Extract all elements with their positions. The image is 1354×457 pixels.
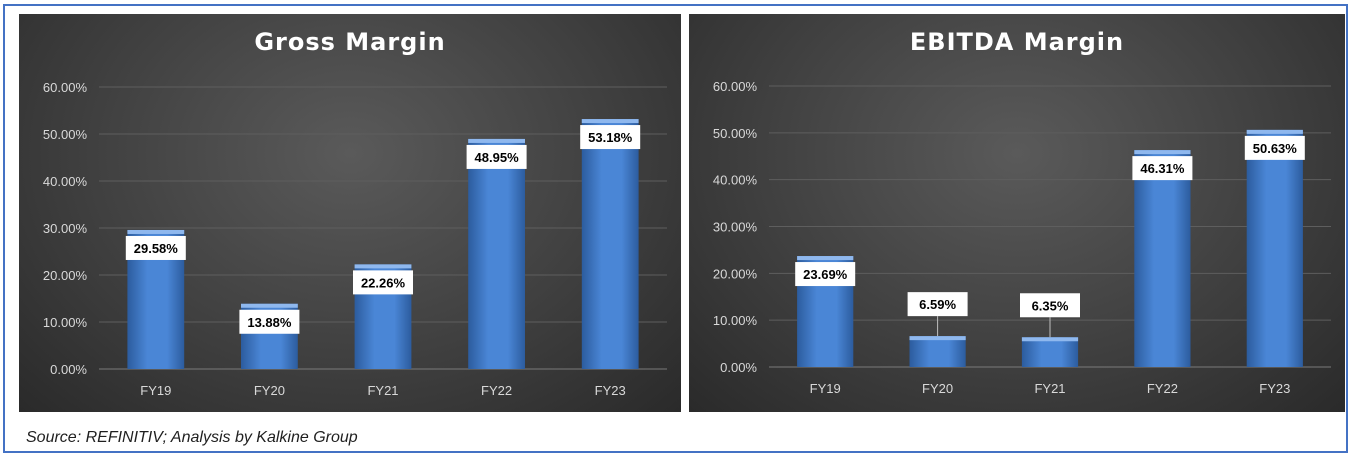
bar-top [127,229,185,234]
x-tick-label: FY19 [810,381,841,396]
bar-fy23 [1246,129,1303,367]
data-label: 23.69% [803,267,848,282]
bar-top [909,336,966,341]
x-tick-label: FY22 [1147,381,1178,396]
data-label: 22.26% [361,275,406,290]
y-tick-label: 20.00% [713,266,758,281]
bar-top [581,119,639,124]
data-label-box [466,144,527,169]
data-label-box [1020,293,1080,318]
data-label-box [795,262,856,287]
x-tick-label: FY20 [922,381,953,396]
y-tick-label: 60.00% [713,79,758,94]
bar-top [1246,129,1303,134]
bar-fy23 [581,119,639,369]
bar-top [797,256,854,261]
y-tick-label: 50.00% [43,127,88,142]
y-tick-label: 0.00% [720,360,757,375]
x-tick-label: FY21 [1034,381,1065,396]
y-tick-label: 60.00% [43,80,88,95]
bar-top [241,303,298,308]
y-tick-label: 10.00% [713,313,758,328]
y-tick-label: 30.00% [713,220,758,235]
data-label-box [1132,156,1193,181]
y-tick-label: 0.00% [50,362,87,377]
x-tick-label: FY19 [140,383,171,398]
gross-margin-plot: 0.00% 10.00% 20.00% 30.00% 40.00% 50.00% 60.00… [43,80,667,398]
x-tick-label: FY23 [595,383,626,398]
bar-fy22 [468,138,525,369]
data-label-box [1244,135,1305,160]
data-label: 29.58% [134,241,179,256]
bar-top [468,138,525,143]
data-label-box [239,309,300,334]
y-tick-label: 30.00% [43,221,88,236]
source-note: Source: REFINITIV; Analysis by Kalkine G… [26,429,358,446]
gross-margin-chart: Gross Margin 0.00% 10.00% 20.00% 30.00% 40.0… [19,14,681,412]
y-tick-label: 40.00% [43,174,88,189]
data-label: 50.63% [1253,141,1298,156]
ebitda-margin-plot: 0.00% 10.00% 20.00% 30.00% 40.00% 50.00% 60.00… [713,79,1331,396]
data-label: 6.59% [919,297,956,312]
bar-top [354,264,412,269]
ebitda-margin-chart: EBITDA Margin 0.00% 10.00% 20.00% 30.00% 40.… [689,14,1345,412]
y-tick-label: 50.00% [713,126,758,141]
chart-title: Gross Margin [254,28,446,56]
y-tick-label: 40.00% [713,173,758,188]
data-label: 13.88% [247,315,292,330]
bar-top [1134,150,1191,155]
y-tick-label: 10.00% [43,315,88,330]
data-label: 6.35% [1032,298,1069,313]
data-label-box [353,270,413,295]
bar-fy21 [1021,337,1079,367]
data-label: 53.18% [588,130,633,145]
data-label-box [580,125,641,150]
data-label-box [125,235,186,260]
x-tick-label: FY23 [1259,381,1290,396]
x-tick-label: FY20 [254,383,285,398]
bar-top [1021,337,1079,342]
x-tick-label: FY22 [481,383,512,398]
data-label-box [907,292,968,317]
data-label: 46.31% [1140,161,1185,176]
data-label: 48.95% [475,150,520,165]
chart-title: EBITDA Margin [909,28,1125,56]
bar-fy22 [1134,150,1191,367]
figure-frame: Gross Margin 0.00% 10.00% 20.00% 30.00% 40.0… [3,4,1348,453]
y-tick-label: 20.00% [43,268,88,283]
bar-fy20 [909,336,966,367]
x-tick-label: FY21 [367,383,398,398]
